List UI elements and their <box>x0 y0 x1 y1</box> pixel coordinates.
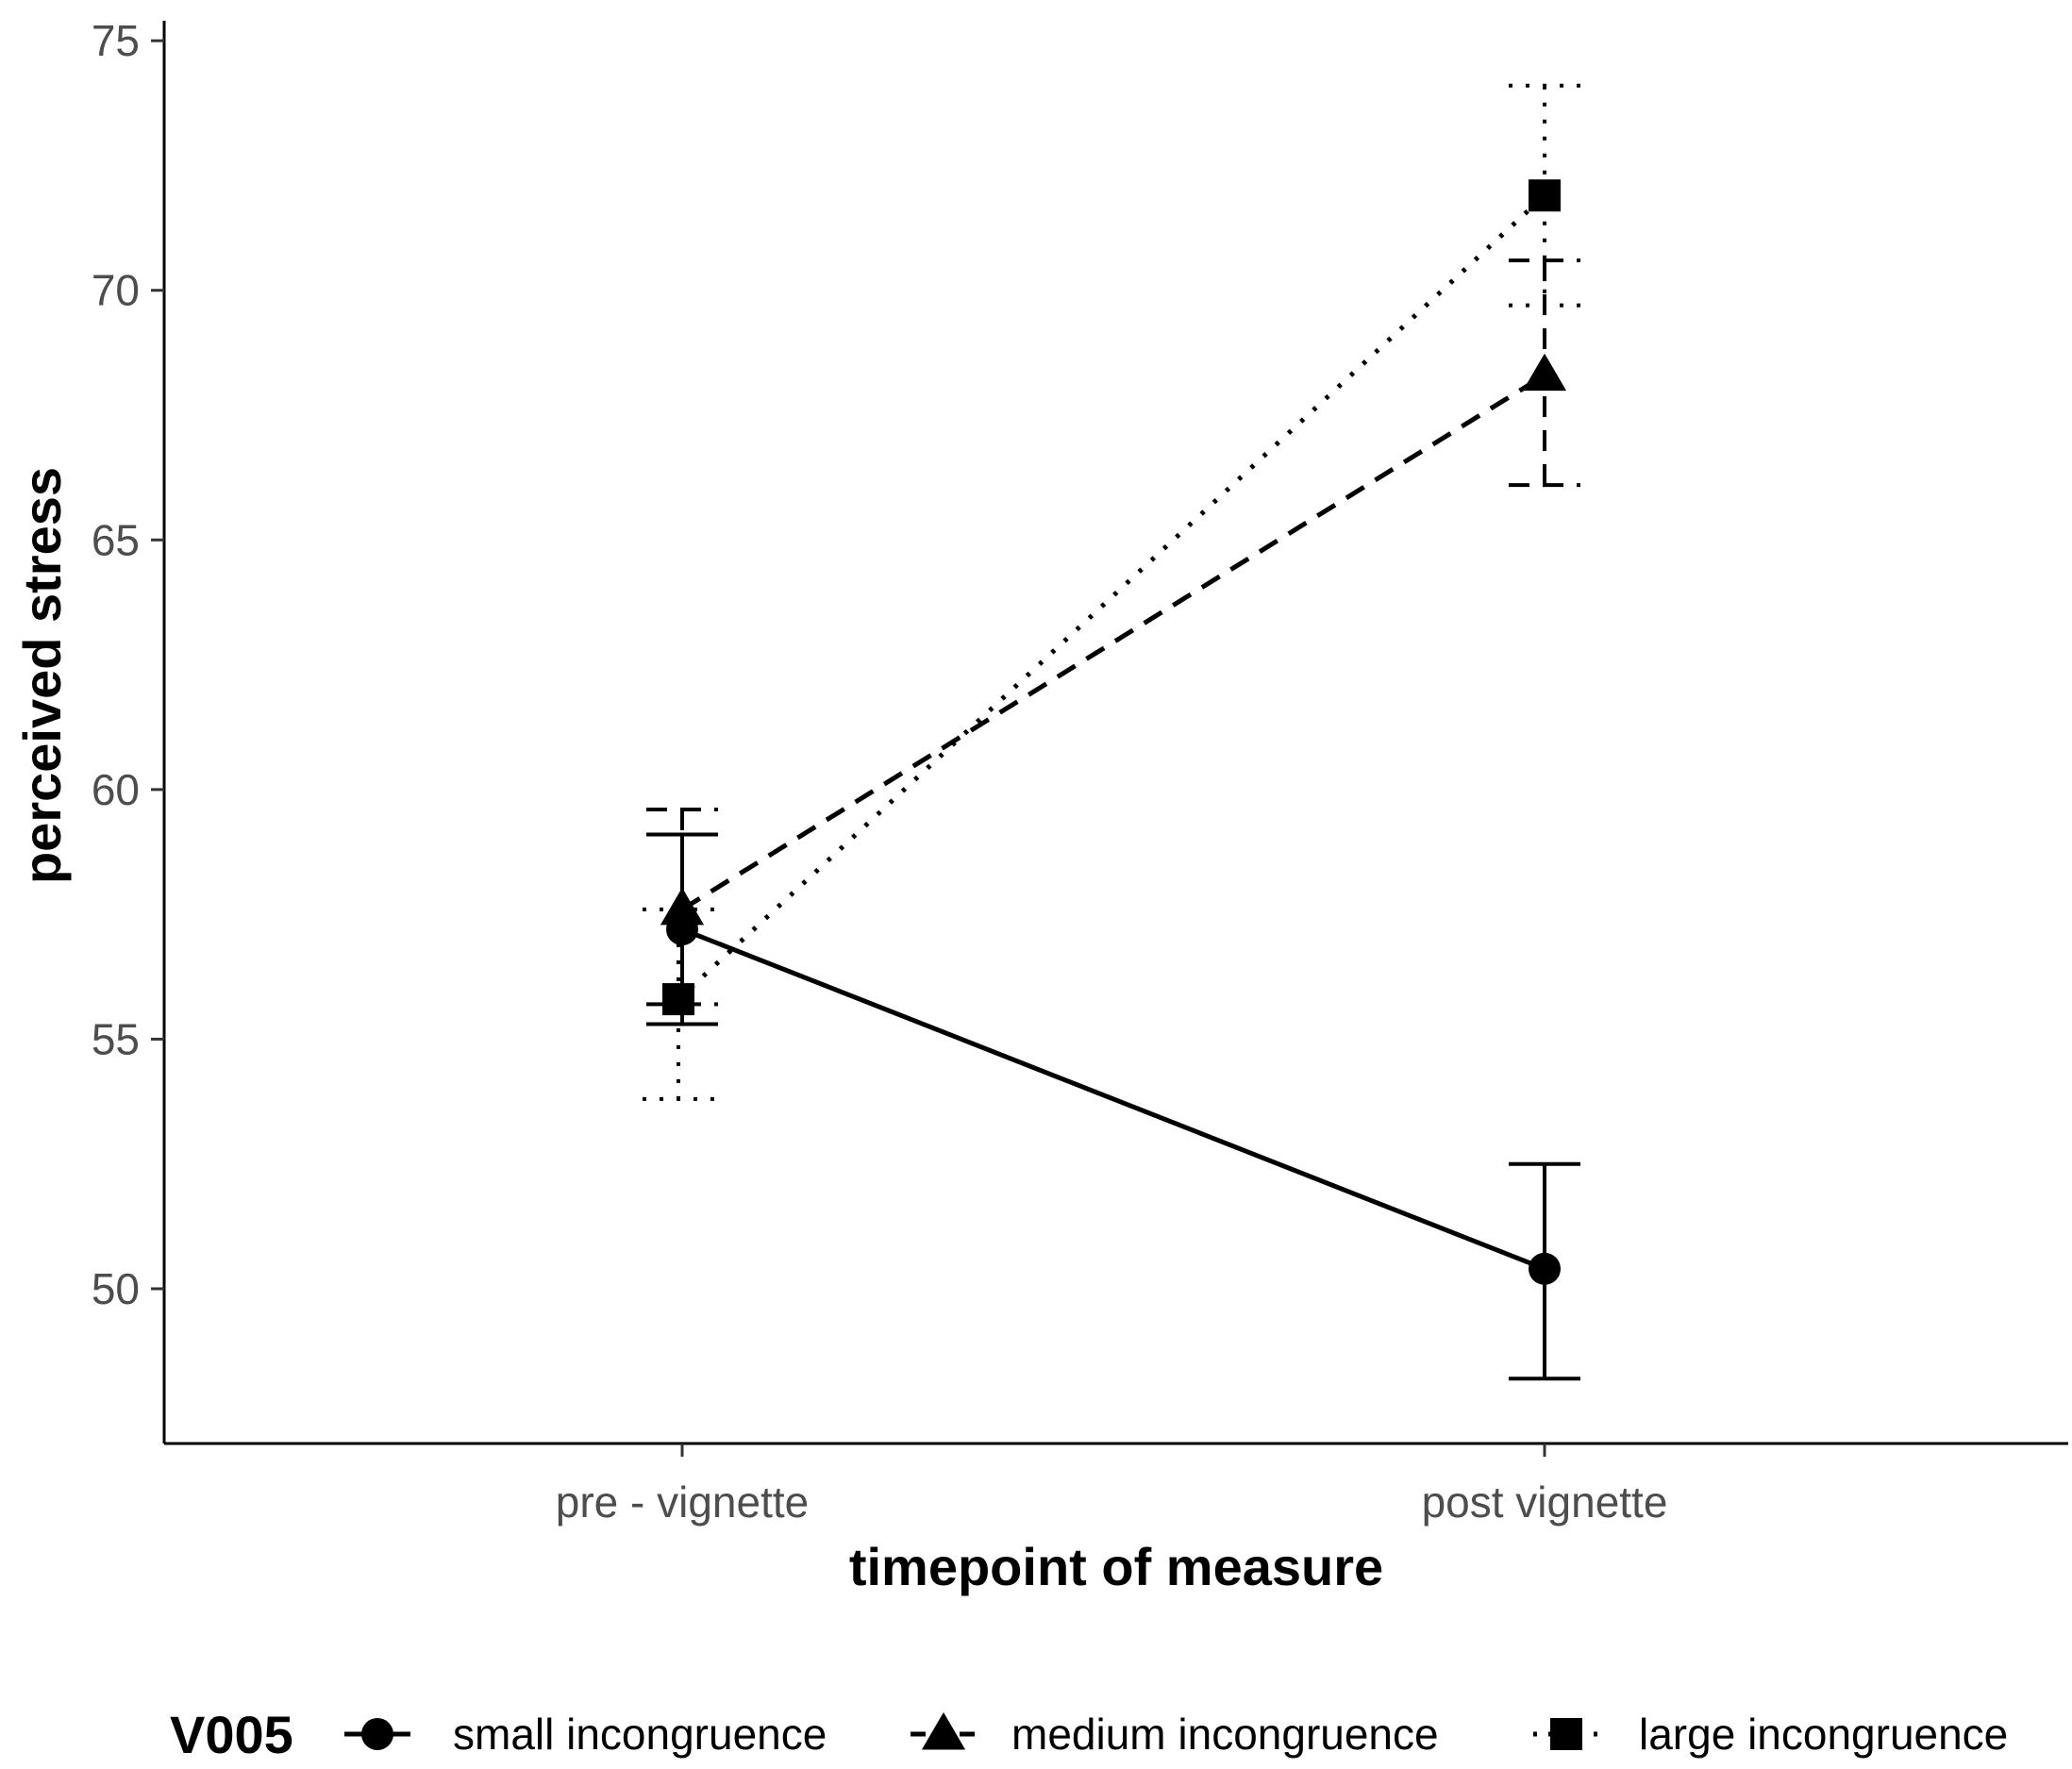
data-point-circle <box>1529 1252 1561 1285</box>
error-bar <box>643 907 714 1101</box>
y-tick-label: 50 <box>92 1264 140 1313</box>
data-point-triangle <box>1522 353 1567 392</box>
legend-label: small incongruence <box>453 1710 827 1759</box>
series-triangle <box>646 258 1580 1007</box>
y-tick-label: 55 <box>92 1014 140 1063</box>
legend-key-circle <box>361 1718 393 1750</box>
legend-key-triangle <box>921 1711 966 1750</box>
legend-label: medium incongruence <box>1011 1710 1439 1759</box>
series-line <box>677 193 1546 1001</box>
legend: V005 small incongruence medium incongruenc… <box>170 1705 2008 1764</box>
y-tick-label: 60 <box>92 765 140 814</box>
series-line <box>681 926 1546 1272</box>
y-tick-label: 65 <box>92 515 140 564</box>
series-square <box>643 83 1580 1101</box>
y-tick-label: 70 <box>92 266 140 315</box>
x-tick-label: post vignette <box>1422 1477 1668 1527</box>
x-tick-label: pre - vignette <box>556 1477 809 1527</box>
y-tick-label: 75 <box>92 16 140 65</box>
data-point-square <box>1529 179 1561 212</box>
axes: 50 55 60 65 70 75 pre - vignette post vignette t… <box>12 16 2068 1596</box>
data-point-square <box>662 983 694 1016</box>
legend-item: small incongruence <box>344 1710 827 1759</box>
series-layer <box>643 83 1580 1381</box>
legend-key-square <box>1550 1718 1582 1750</box>
series-circle <box>646 832 1580 1381</box>
legend-item: medium incongruence <box>911 1710 1439 1759</box>
series-line <box>680 373 1546 911</box>
x-axis-title: timepoint of measure <box>849 1537 1383 1596</box>
legend-label: large incongruence <box>1639 1710 2008 1759</box>
y-axis-title: perceived stress <box>12 467 72 884</box>
error-bar <box>1509 83 1580 308</box>
legend-title: V005 <box>170 1705 293 1764</box>
legend-item: large incongruence <box>1533 1710 2008 1759</box>
data-point-triangle <box>660 887 705 926</box>
